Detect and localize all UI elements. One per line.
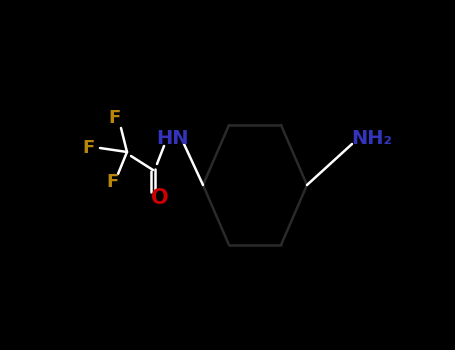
Text: HN: HN — [156, 128, 188, 147]
Text: O: O — [151, 188, 169, 208]
Text: F: F — [106, 173, 118, 191]
Text: F: F — [109, 109, 121, 127]
Text: NH₂: NH₂ — [352, 128, 393, 147]
Text: F: F — [82, 139, 94, 157]
